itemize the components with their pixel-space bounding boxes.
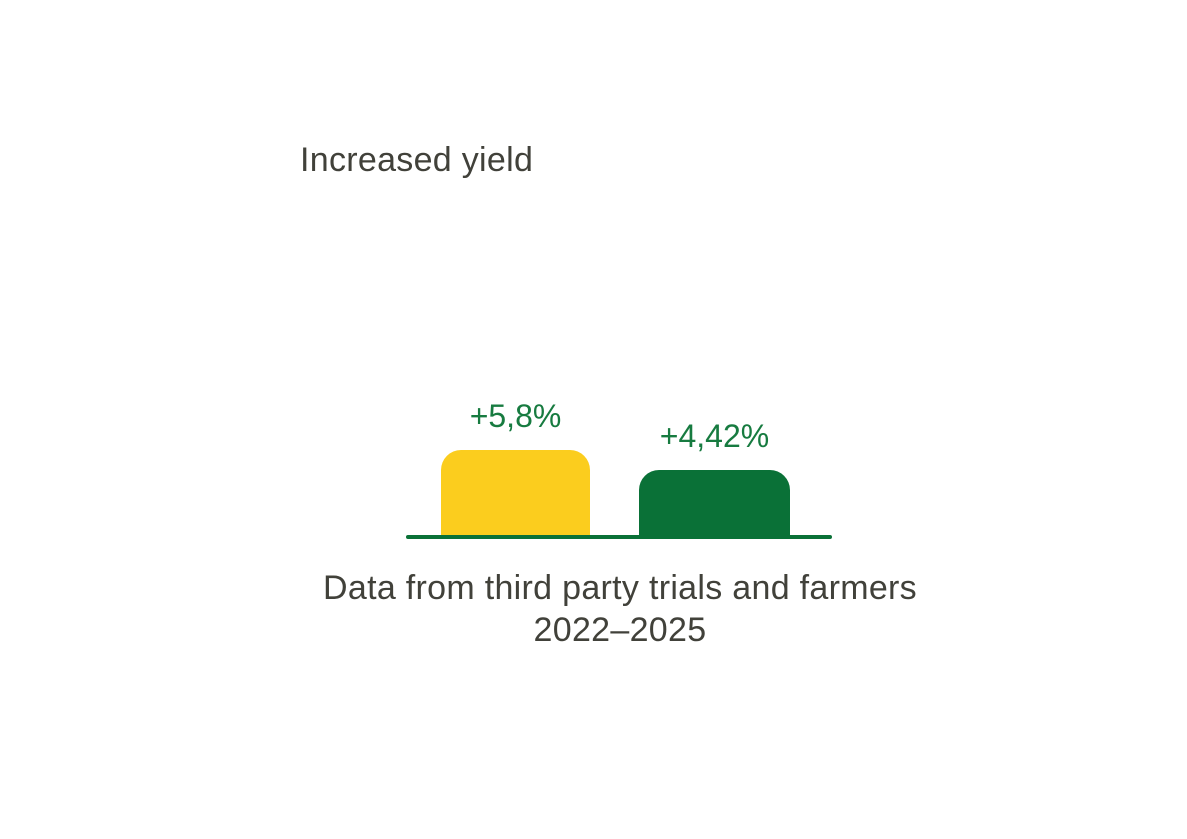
axis-baseline (406, 535, 832, 539)
chart-title: Increased yield (300, 141, 534, 179)
caption-line-2: 2022–2025 (533, 611, 707, 649)
bar-yellow (441, 450, 590, 535)
bar-green (639, 470, 790, 535)
caption-line-1: Data from third party trials and farmers (323, 569, 917, 607)
bar-value-label-yellow: +5,8% (469, 398, 562, 434)
bar-value-label-green: +4,42% (659, 418, 770, 454)
chart-caption: Data from third party trials and farmers… (270, 567, 970, 651)
